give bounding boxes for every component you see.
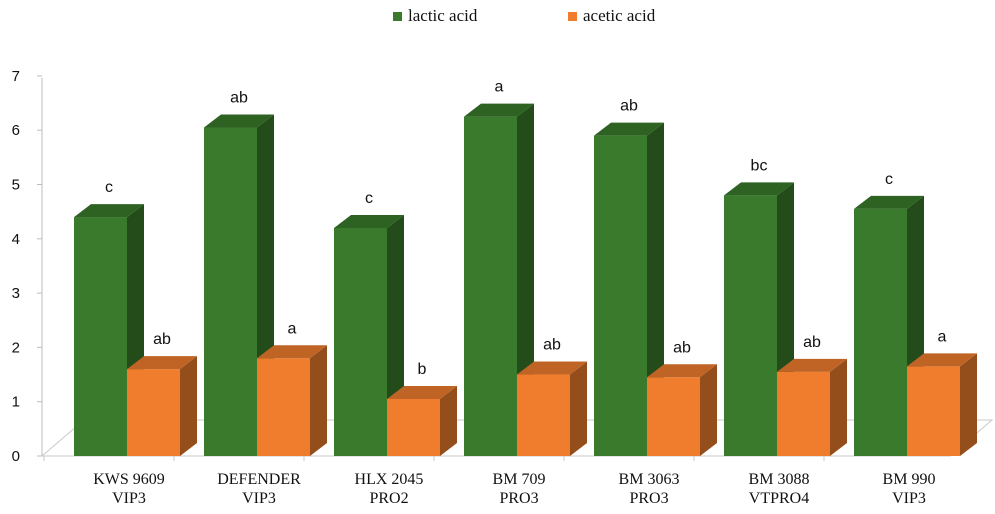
bar-acetic-acid-label: ab <box>803 334 821 351</box>
bar-lactic-acid-top <box>594 122 664 136</box>
bar-acetic-acid-label: b <box>418 361 427 378</box>
bar-lactic-acid-label: c <box>365 190 373 207</box>
bar-acetic-acid-side <box>310 345 327 456</box>
x-category-label-line1: BM 3088 <box>749 471 810 488</box>
bar-acetic-acid-top <box>907 353 977 367</box>
bar-lactic-acid-front <box>334 227 387 456</box>
x-category-label-line2: VIP3 <box>242 490 276 507</box>
x-category-label-line2: VTPRO4 <box>749 490 809 507</box>
bar-acetic-acid-front <box>387 398 440 456</box>
x-category-label-line1: DEFENDER <box>217 471 301 488</box>
bar-acetic-acid-front <box>907 366 960 456</box>
y-tick-label: 4 <box>12 231 20 248</box>
bar-acetic-acid-side <box>440 385 457 456</box>
bar-lactic-acid-top <box>334 214 404 228</box>
bar-lactic-acid-front <box>74 217 127 456</box>
bar-acetic-acid-label: a <box>938 328 947 345</box>
legend-item-acetic-acid: acetic acid <box>568 6 655 26</box>
legend: lactic acid acetic acid <box>0 6 995 30</box>
bar-lactic-acid-label: ab <box>620 98 638 115</box>
y-tick-label: 5 <box>12 177 20 194</box>
bar-lactic-acid-front <box>724 195 777 457</box>
bar-acetic-acid-front <box>517 374 570 456</box>
y-tick-label: 1 <box>12 394 20 411</box>
bar-lactic-acid-front <box>594 135 647 456</box>
bar-acetic-acid-label: a <box>288 320 297 337</box>
bar-acetic-acid-label: ab <box>673 339 691 356</box>
bar-lactic-acid-top <box>204 114 274 128</box>
x-category-label-line2: VIP3 <box>892 490 926 507</box>
bar-acetic-acid-front <box>647 377 700 456</box>
bar-acetic-acid-top <box>777 358 847 372</box>
bar-acetic-acid-top <box>257 345 327 359</box>
x-category-label-line1: HLX 2045 <box>355 471 424 488</box>
bar-lactic-acid-top <box>74 204 144 218</box>
bar-lactic-acid-top <box>724 182 794 196</box>
bar-acetic-acid-side <box>700 364 717 456</box>
legend-label-acetic-acid: acetic acid <box>583 6 656 25</box>
bar-acetic-acid-top <box>647 364 717 378</box>
bar-acetic-acid-side <box>960 353 977 456</box>
y-tick-label: 3 <box>12 285 20 302</box>
x-category-label-line2: VIP3 <box>112 490 146 507</box>
x-category-label-line1: KWS 9609 <box>93 471 165 488</box>
bar-lactic-acid-label: a <box>495 79 504 96</box>
bar-lactic-acid-front <box>464 116 517 456</box>
bar-lactic-acid-label: bc <box>751 157 768 174</box>
bar-lactic-acid-label: ab <box>230 89 248 106</box>
bar-lactic-acid-label: c <box>105 179 113 196</box>
legend-label-lactic-acid: lactic acid <box>408 6 478 25</box>
y-tick-label: 0 <box>12 448 20 465</box>
bar-acetic-acid-top <box>127 356 197 370</box>
bar-lactic-acid-front <box>854 208 907 456</box>
bar-acetic-acid-top <box>387 385 457 399</box>
bar-lactic-acid-top <box>464 103 534 117</box>
bar-acetic-acid-side <box>180 356 197 456</box>
y-tick-label: 2 <box>12 339 20 356</box>
y-tick-label: 7 <box>12 68 20 85</box>
x-category-label-line2: PRO2 <box>369 490 408 507</box>
bar-acetic-acid-front <box>127 369 180 456</box>
bar-acetic-acid-side <box>570 361 587 456</box>
bar-acetic-acid-label: ab <box>543 337 561 354</box>
bar-acetic-acid-front <box>777 371 830 456</box>
x-category-label-line2: PRO3 <box>499 490 538 507</box>
x-category-label-line1: BM 3063 <box>619 471 680 488</box>
legend-item-lactic-acid: lactic acid <box>393 6 477 26</box>
x-category-label-line1: BM 709 <box>493 471 546 488</box>
bar-acetic-acid-front <box>257 358 310 456</box>
y-tick-label: 6 <box>12 122 20 139</box>
bar-lactic-acid-front <box>204 127 257 457</box>
x-category-label-line1: BM 990 <box>883 471 936 488</box>
bar-lactic-acid-label: c <box>885 171 893 188</box>
bar-acetic-acid-top <box>517 361 587 375</box>
legend-swatch-lactic-acid <box>393 11 402 21</box>
legend-swatch-acetic-acid <box>568 11 577 21</box>
bar-lactic-acid-top <box>854 195 924 209</box>
x-category-label-line2: PRO3 <box>629 490 668 507</box>
bar-acetic-acid-label: ab <box>153 331 171 348</box>
bar-acetic-acid-side <box>830 358 847 456</box>
